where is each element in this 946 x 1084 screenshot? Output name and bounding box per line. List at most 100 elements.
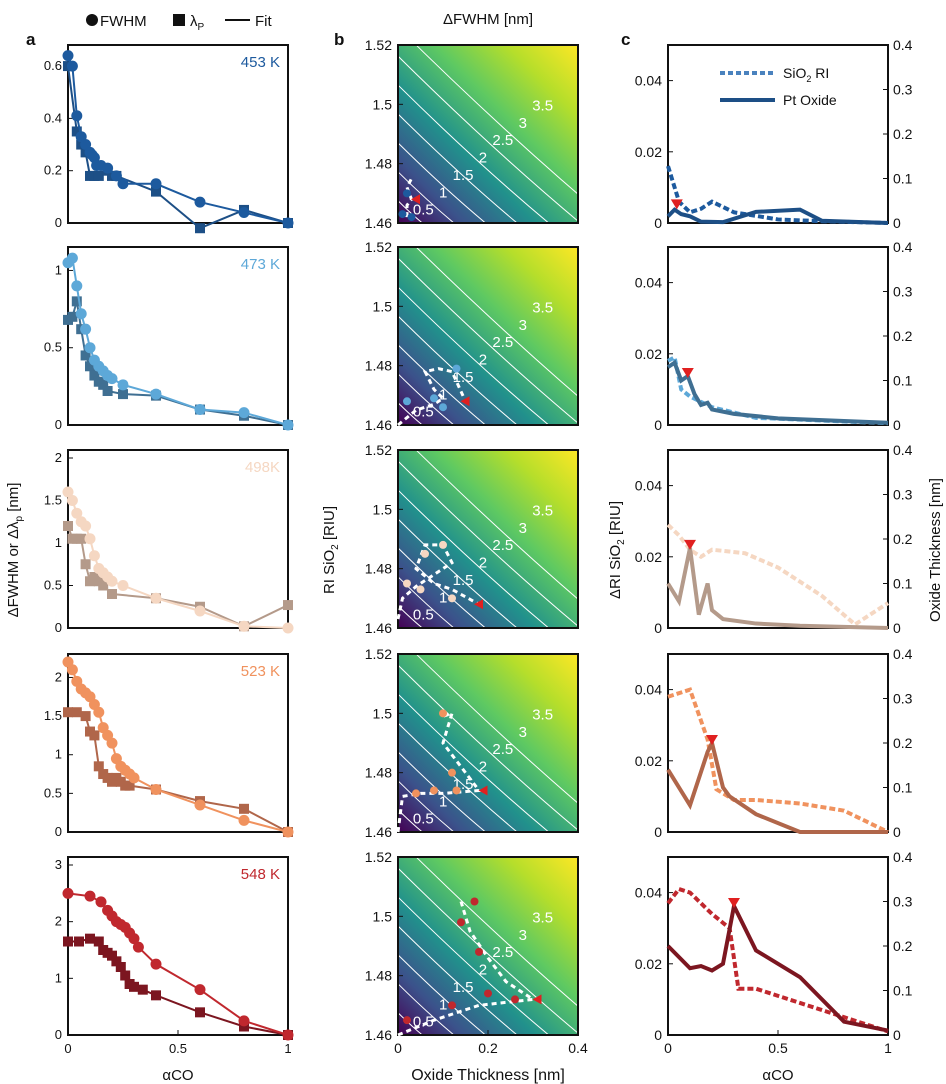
lambda-point [98,580,109,591]
y-tick-label: 1.46 [365,417,392,433]
right-y-tick-label: 0.1 [893,576,913,592]
pt-oxide-line [666,207,889,225]
left-y-tick-label: 0.02 [635,956,662,972]
subplot-a-1: 0 0.2 0.4 0.6 453 K [44,44,294,234]
heatmap [398,857,578,1035]
trajectory-point [430,394,438,403]
trajectory-point [470,897,479,906]
subplot-a-5: 0 1 2 3 0 0.5 1 548 K [55,856,294,1056]
lambda-point [124,780,135,791]
fwhm-point [66,495,78,506]
lambda-point [76,533,87,544]
fwhm-point [62,887,74,899]
fwhm-point [150,958,162,970]
lambda-point [107,950,117,961]
contour-label: 1 [439,793,447,810]
trajectory-point [421,549,429,558]
contour-label: 2 [479,759,487,776]
fwhm-point [150,592,162,604]
y-tick-label: 1.48 [365,968,392,984]
fwhm-point [71,280,83,292]
fwhm-point [66,60,78,72]
trajectory-point [412,789,420,798]
left-y-tick-label: 0 [654,1027,662,1043]
contour-line [397,171,455,224]
contour-line [397,373,455,426]
fwhm-fit-line [67,255,289,426]
left-y-tick-label: 0.02 [635,144,662,160]
ylabel-c-left: ΔRI SiO2 [RIU] [607,501,627,599]
axes-frame [67,44,289,224]
axes-frame [667,44,889,224]
lambda-point [98,379,109,390]
panel-letter-c: c [621,30,630,49]
max-marker [681,368,694,379]
fwhm-point [80,323,92,335]
left-y-tick-label: 0.04 [635,73,662,89]
y-tick-label: 1.48 [365,561,392,577]
left-y-tick-label: 0.02 [635,753,662,769]
fwhm-point [88,550,100,562]
lambda-point [93,761,104,772]
right-y-tick-label: 0.3 [893,82,913,98]
lambda-point [80,350,91,361]
y-tick-label: 1.46 [365,215,392,231]
fwhm-point [238,620,250,632]
y-tick-label: 1.48 [365,765,392,781]
right-y-tick-label: 0.4 [893,442,913,458]
fwhm-point [194,404,206,416]
right-y-tick-label: 0.3 [893,894,913,910]
lambda-point [283,600,293,611]
sio2-ri-line [666,523,890,627]
contour-line [397,518,518,629]
contour-line [397,286,549,426]
trajectory-point [452,786,461,795]
temperature-label: 523 K [241,663,280,680]
trajectory-point [403,189,411,198]
lambda-point [195,1007,205,1018]
y-tick-label: 0 [55,215,62,230]
contour-line [397,489,549,629]
trajectory-path [397,901,538,1037]
pt-oxide-line [666,359,889,425]
trajectory-point [452,364,461,373]
fwhm-point [194,984,206,996]
max-marker [532,994,542,1005]
y-tick-label: 1.5 [373,705,393,721]
contour-line [397,954,486,1036]
axes-frame [667,653,889,833]
panel-b: 0.511.522.533.51.461.481.51.520.511.522.… [365,26,613,1056]
sio2-ri-line [667,687,889,834]
fwhm-point [150,388,162,400]
ylabel-b: RI SiO2 [RIU] [321,506,341,594]
y-tick-label: 0.5 [44,340,62,355]
contour-line [397,838,613,1036]
x-tick-label: 1 [284,1041,291,1056]
contour-label: 3.5 [532,910,553,927]
lambda-point [239,1021,249,1032]
y-tick-label: 1.5 [44,708,62,723]
fwhm-point [117,379,129,391]
trajectory-point [475,947,483,956]
contour-label: 3 [519,317,527,334]
fwhm-point [80,520,92,532]
left-y-tick-label: 0.04 [635,478,662,494]
y-tick-label: 1.46 [365,620,392,636]
fwhm-point [132,941,144,953]
xlabel-a: αCO [162,1067,193,1084]
axes-frame [667,856,889,1036]
contour-line [397,693,549,833]
heatmap [398,45,578,223]
temperature-label: 453 K [241,54,280,71]
x-tick-label: 1 [884,1040,892,1056]
right-y-tick-label: 0.3 [893,691,913,707]
lambda-point [89,370,100,381]
fwhm-point [128,772,140,784]
y-tick-label: 2 [55,669,62,684]
fwhm-fit-line [67,491,289,629]
trajectory-point [448,1001,456,1010]
lambda-point [102,386,113,396]
right-y-tick-label: 0.2 [893,938,913,954]
col-b-title: ΔFWHM [nm] [443,11,533,28]
contour-label: 3.5 [532,98,553,115]
